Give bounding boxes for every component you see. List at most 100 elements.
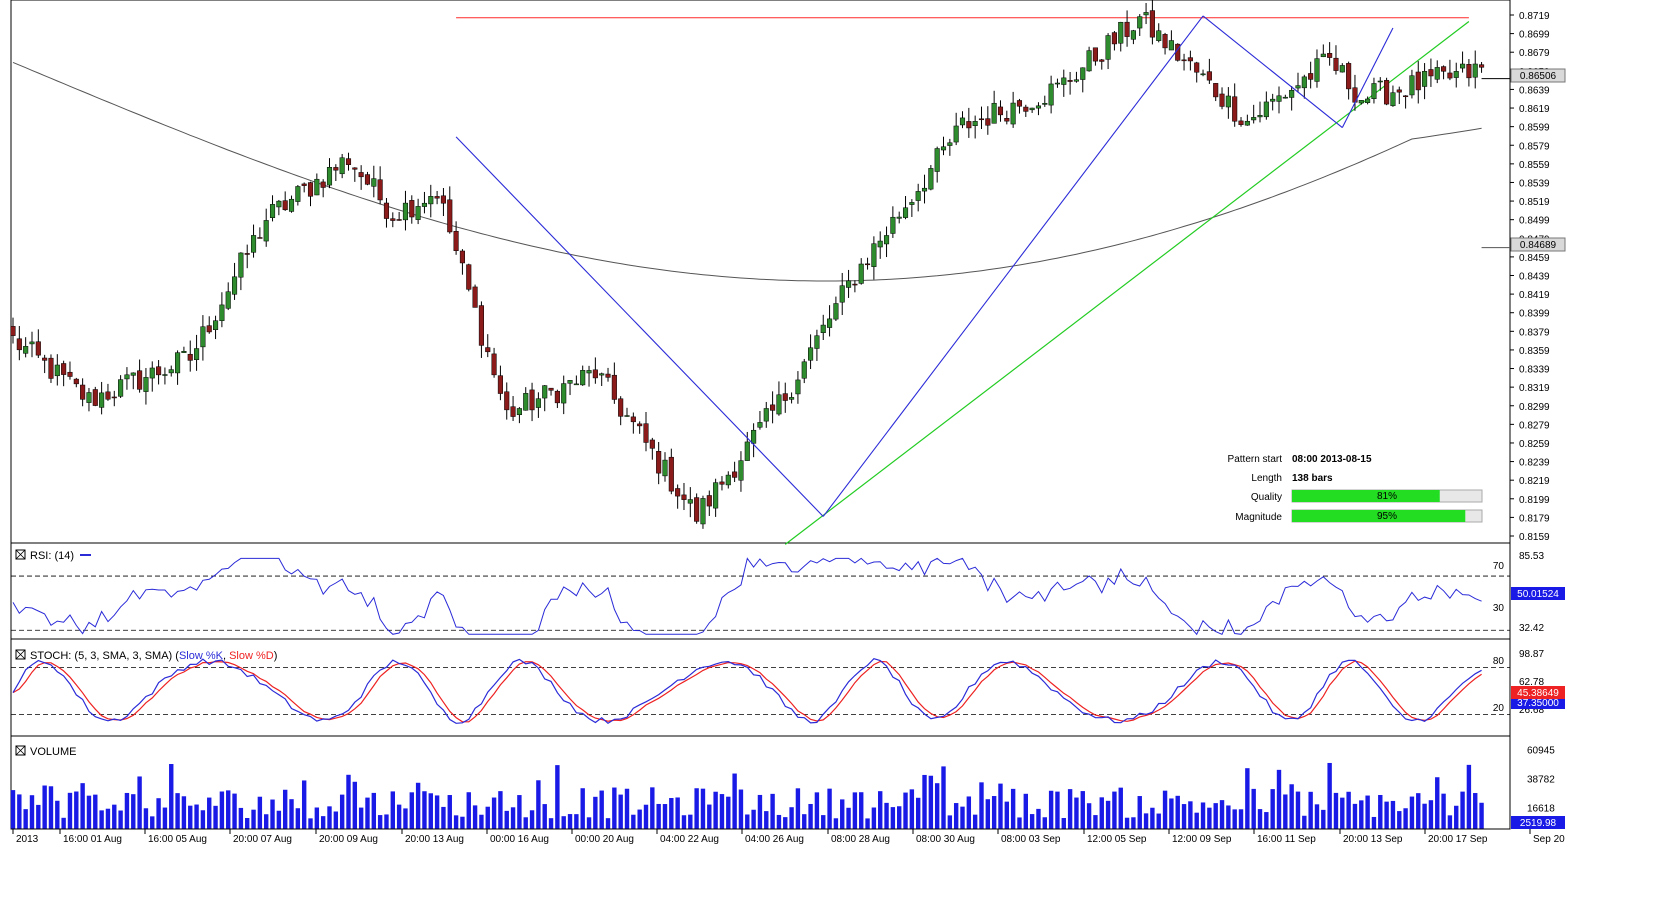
candle-body: [250, 235, 257, 253]
time-axis-label: 04:00 26 Aug: [745, 834, 804, 845]
candle: [1270, 93, 1276, 111]
volume-bar: [1397, 811, 1402, 829]
candle: [795, 371, 801, 404]
candle-body: [466, 264, 472, 290]
candle-body: [307, 182, 314, 197]
candle-body: [402, 202, 409, 221]
rsi-pane: 85.5358.9832.42: [11, 551, 1544, 636]
volume-bar: [314, 807, 320, 829]
candle-body: [827, 318, 833, 328]
candle-body: [618, 398, 624, 417]
candle-body: [789, 397, 795, 400]
volume-bar: [390, 791, 395, 829]
volume-bar: [1175, 795, 1180, 829]
volume-bar: [972, 814, 978, 829]
candle: [105, 383, 111, 401]
candle: [573, 375, 579, 386]
volume-title-text: VOLUME: [30, 746, 76, 758]
candle: [554, 389, 560, 409]
volume-bar: [548, 818, 554, 829]
candle-body: [371, 178, 377, 187]
stoch-title-sep: ,: [223, 650, 229, 662]
candle: [61, 360, 67, 387]
candle-body: [1225, 95, 1231, 108]
volume-bar: [333, 811, 339, 829]
candle: [1257, 101, 1263, 123]
candle-body: [605, 373, 611, 378]
volume-bar: [1435, 777, 1440, 829]
candle: [611, 362, 617, 404]
volume-bar: [1257, 809, 1263, 829]
rsi-axis-label: 32.42: [1519, 623, 1544, 634]
volume-bar: [150, 816, 155, 829]
candle-body: [846, 280, 852, 288]
volume-bar: [536, 780, 541, 829]
candle-body: [225, 291, 231, 309]
candle: [1225, 87, 1231, 119]
volume-bar: [1365, 795, 1370, 829]
candle-body: [143, 377, 149, 392]
volume-bar: [1308, 791, 1313, 829]
candle-body: [681, 494, 687, 500]
candle-body: [1282, 96, 1288, 99]
candle: [662, 452, 668, 482]
candle-body: [1029, 107, 1035, 111]
volume-bar: [878, 791, 883, 829]
candle: [561, 375, 567, 415]
candle-body: [865, 263, 871, 266]
rsi-title-text: RSI: (14): [30, 550, 74, 562]
volume-bar: [327, 806, 332, 829]
candle: [187, 340, 193, 372]
volume-bar: [1314, 804, 1320, 829]
volume-bar: [1093, 815, 1098, 829]
volume-bar: [1283, 794, 1288, 829]
candle: [687, 487, 693, 518]
candle: [738, 451, 744, 492]
candle-body: [345, 158, 352, 165]
candle: [751, 423, 757, 458]
candle: [1358, 100, 1364, 105]
volume-bar: [29, 795, 35, 829]
candle: [162, 367, 168, 385]
volume-bar: [1169, 798, 1174, 829]
candle-body: [1263, 101, 1269, 118]
volume-bar: [650, 787, 655, 829]
candle: [694, 493, 700, 524]
candle: [763, 401, 769, 428]
candle-body: [364, 174, 371, 185]
volume-bar: [814, 792, 820, 829]
time-axis-label: 20:00 09 Aug: [319, 834, 378, 845]
volume-bar: [460, 816, 465, 829]
candle: [118, 375, 124, 399]
candle-body: [276, 200, 282, 208]
price-axis-label: 0.8399: [1519, 309, 1550, 320]
candle-body: [396, 219, 402, 221]
candle: [1137, 14, 1143, 36]
stoch-title-text: STOCH: (5, 3, SMA, 3, SMA) (Slow %K, Slo…: [30, 650, 277, 662]
volume-axis-label: 38782: [1527, 774, 1555, 785]
volume-bar: [1181, 804, 1187, 829]
volume-bar: [738, 789, 744, 829]
volume-bar: [1302, 815, 1307, 829]
candle-body: [1320, 53, 1326, 58]
candle-body: [1333, 57, 1339, 71]
candle-body: [978, 118, 985, 121]
candle-body: [1200, 73, 1206, 76]
volume-bar: [1162, 790, 1168, 829]
candle: [744, 431, 750, 461]
candle-body: [1080, 67, 1086, 80]
volume-bar: [808, 803, 813, 829]
volume-bar: [232, 793, 237, 829]
volume-bar: [928, 775, 934, 829]
volume-bar: [732, 773, 737, 829]
volume-bar: [1428, 800, 1434, 829]
volume-bar: [403, 808, 408, 829]
candle: [1213, 82, 1219, 102]
volume-badge: 2519.98: [1520, 818, 1557, 829]
candle-body: [1251, 117, 1257, 121]
candle: [510, 396, 516, 421]
price-axis-label: 0.8519: [1519, 197, 1550, 208]
volume-bar: [301, 780, 307, 829]
candle: [1244, 114, 1250, 126]
volume-bar: [479, 814, 484, 829]
